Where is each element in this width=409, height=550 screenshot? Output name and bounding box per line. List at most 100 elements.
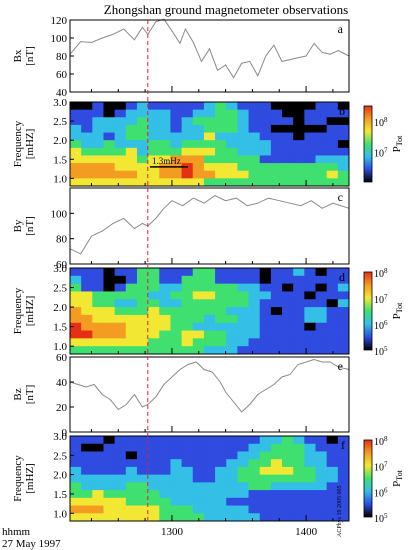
heatmap-b-cell: [192, 147, 205, 156]
heatmap-f-cell: [92, 459, 104, 468]
ylabel-unit-f: [mHZ]: [24, 463, 36, 494]
heatmap-d-cell: [326, 291, 339, 300]
heatmap-b-cell: [125, 155, 138, 164]
heatmap-f-cell: [226, 436, 238, 445]
heatmap-d-cell: [270, 314, 283, 324]
heatmap-f-cell: [170, 505, 182, 514]
heatmap-f-cell: [114, 482, 127, 491]
heatmap-b-cell: [237, 163, 249, 172]
heatmap-f-cell: [136, 443, 149, 452]
colorbar-b: [363, 105, 373, 183]
panel-letter-e: e: [338, 359, 343, 373]
heatmap-d-cell: [326, 346, 339, 355]
heatmap-d-cell: [259, 283, 272, 292]
heatmap-f-cell: [125, 513, 138, 522]
heatmap-f-cell: [92, 497, 104, 506]
heatmap-f-cell: [125, 497, 138, 506]
heatmap-b-cell: [259, 163, 272, 172]
heatmap-d-cell: [136, 314, 149, 324]
heatmap-b-cell: [248, 102, 261, 111]
heatmap-b-cell: [237, 178, 249, 187]
ytick-label-b: 1.5: [53, 154, 67, 166]
heatmap-b-cell: [293, 178, 305, 187]
heatmap-b-cell: [103, 155, 116, 164]
heatmap-f-cell: [114, 443, 127, 452]
heatmap-f-cell: [181, 482, 194, 491]
heatmap-b-cell: [181, 124, 194, 133]
heatmap-d-cell: [215, 314, 227, 324]
heatmap-b-cell: [315, 170, 328, 179]
heatmap-b-cell: [70, 170, 82, 179]
heatmap-f-cell: [270, 459, 283, 468]
heatmap-b-cell: [125, 102, 138, 111]
heatmap-d-cell: [215, 268, 227, 277]
heatmap-b-cell: [259, 140, 272, 149]
heatmap-f-cell: [81, 443, 93, 452]
heatmap-d-cell: [181, 291, 194, 300]
heatmap-d-cell: [159, 330, 171, 339]
heatmap-d-cell: [326, 275, 339, 285]
heatmap-d-cell: [170, 283, 182, 292]
heatmap-d-cell: [70, 275, 82, 285]
series-line-c: [69, 195, 350, 255]
heatmap-f-cell: [270, 474, 283, 483]
heatmap-b-cell: [326, 102, 339, 111]
heatmap-b-cell: [159, 124, 171, 133]
heatmap-b-cell: [315, 163, 328, 172]
heatmap-f-cell: [326, 497, 339, 506]
heatmap-d-cell: [103, 330, 116, 339]
heatmap-f-cell: [103, 459, 116, 468]
heatmap-d-cell: [92, 330, 104, 339]
heatmap-f-cell: [293, 436, 305, 445]
heatmap-d-cell: [136, 322, 149, 331]
heatmap-f-cell: [159, 497, 171, 506]
heatmap-d-cell: [148, 275, 160, 285]
heatmap-b-cell: [270, 124, 283, 133]
heatmap-d-cell: [159, 322, 171, 331]
heatmap-f-cell: [326, 466, 339, 476]
heatmap-b-cell: [192, 163, 205, 172]
heatmap-f-cell: [304, 505, 316, 514]
heatmap-f-cell: [337, 513, 350, 522]
heatmap-b-cell: [114, 147, 127, 156]
heatmap-d-cell: [270, 346, 283, 355]
heatmap-d-cell: [226, 283, 238, 292]
heatmap-d-cell: [326, 268, 339, 277]
heatmap-d-cell: [103, 275, 116, 285]
heatmap-d-cell: [192, 322, 205, 331]
heatmap-d-cell: [315, 314, 328, 324]
ytick-label-d: 2.5: [53, 283, 67, 295]
heatmap-d-cell: [125, 322, 138, 331]
heatmap-b-cell: [337, 163, 350, 172]
heatmap-d-cell: [81, 346, 93, 355]
ylabel-c: By: [12, 219, 24, 232]
heatmap-d-cell: [203, 307, 216, 316]
heatmap-b-cell: [114, 140, 127, 149]
ytick-label-d: 1.0: [53, 341, 67, 353]
heatmap-b-cell: [81, 117, 93, 126]
heatmap-b-cell: [136, 102, 149, 111]
heatmap-b-cell: [337, 178, 350, 187]
colorbar-label-f: PTot: [391, 469, 404, 486]
heatmap-b-cell: [226, 132, 238, 141]
heatmap-f-cell: [326, 474, 339, 483]
heatmap-b-cell: [248, 109, 261, 118]
heatmap-d-cell: [170, 346, 182, 355]
heatmap-b-cell: [259, 178, 272, 187]
ylabel-unit-e: [nT]: [24, 385, 36, 405]
heatmap-d-cell: [203, 322, 216, 331]
heatmap-b-cell: [159, 178, 171, 187]
heatmap-b-cell: [136, 163, 149, 172]
heatmap-f-cell: [181, 466, 194, 476]
colorbar-tick-f: 108: [374, 435, 388, 448]
heatmap-f-cell: [70, 482, 82, 491]
heatmap-b-cell: [293, 124, 305, 133]
heatmap-d-cell: [203, 268, 216, 277]
heatmap-d-cell: [248, 307, 261, 316]
heatmap-f-cell: [203, 443, 216, 452]
heatmap-b-cell: [326, 132, 339, 141]
panel-letter-d: d: [339, 270, 345, 284]
heatmap-b-cell: [259, 155, 272, 164]
heatmap-b-cell: [114, 117, 127, 126]
heatmap-f-cell: [282, 443, 294, 452]
